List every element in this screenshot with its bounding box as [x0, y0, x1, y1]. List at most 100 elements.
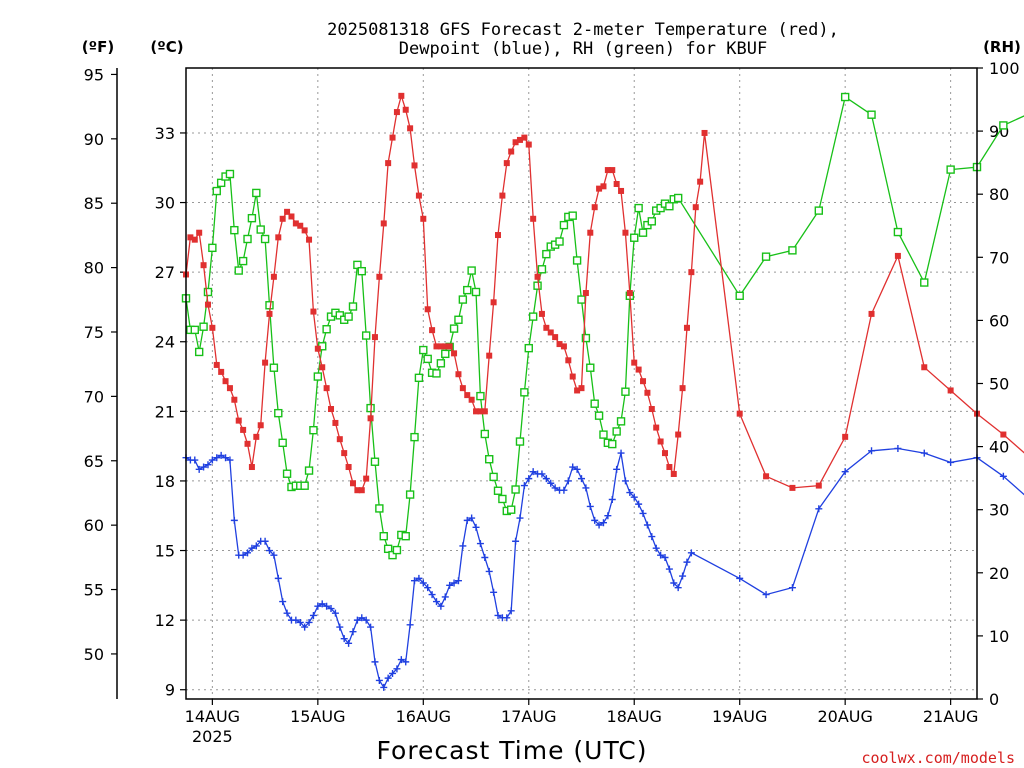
dewpoint-point: [375, 676, 383, 684]
dewpoint-point: [512, 537, 520, 545]
temperature-point: [670, 470, 677, 477]
rh-point: [735, 291, 744, 300]
dewpoint-point: [591, 516, 599, 524]
temperature-point: [411, 162, 418, 169]
dewpoint-point: [415, 574, 423, 582]
fahrenheit-tick-label: 90: [84, 130, 104, 149]
rh-tick-label: 30: [989, 501, 1009, 520]
rh-line: [185, 95, 1024, 557]
temperature-point: [459, 385, 466, 392]
dewpoint-point: [454, 577, 462, 585]
rh-point: [476, 391, 485, 401]
rh-point: [388, 550, 397, 560]
temperature-point: [591, 204, 598, 211]
temperature-point: [235, 417, 242, 424]
temperature-point: [341, 450, 348, 457]
temperature-point: [464, 392, 471, 399]
temperature-point: [736, 410, 743, 417]
fahrenheit-unit-label: (ºF): [82, 38, 114, 56]
celsius-tick-label: 30: [155, 194, 175, 213]
rh-point: [586, 363, 595, 372]
temperature-point: [455, 371, 462, 378]
dewpoint-point: [494, 611, 502, 619]
temperature-point: [398, 92, 405, 99]
dewpoint-point: [336, 623, 344, 631]
temperature-point: [640, 378, 647, 385]
rh-point: [568, 211, 577, 220]
dewpoint-point: [323, 602, 331, 610]
dewpoint-point: [393, 665, 401, 673]
rh-point: [441, 349, 450, 359]
dewpoint-point: [613, 465, 621, 473]
rh-point: [265, 301, 274, 310]
dewpoint-point: [309, 611, 317, 619]
temperature-point: [679, 385, 686, 392]
temperature-point: [222, 378, 229, 385]
rh-point: [506, 505, 516, 514]
dewpoint-point: [604, 512, 612, 520]
dewpoint-point: [621, 477, 629, 485]
rh-point: [673, 193, 683, 203]
dewpoint-point: [327, 605, 335, 613]
dewpoint-point: [345, 639, 353, 647]
dewpoint-point: [815, 505, 823, 513]
celsius-unit-label: (ºC): [150, 38, 183, 56]
rh-point: [893, 227, 903, 237]
x-tick-label: 19AUG: [712, 707, 767, 726]
chart-title-line1: 2025081318 GFS Forecast 2-meter Temperat…: [327, 20, 839, 40]
dewpoint-point: [538, 470, 546, 478]
temperature-point: [358, 487, 365, 494]
temperature-point: [437, 343, 444, 350]
temperature-point: [543, 324, 550, 331]
dewpoint-point: [270, 551, 278, 559]
temperature-point: [420, 215, 427, 222]
rh-point: [608, 439, 617, 449]
rh-point: [577, 295, 586, 304]
dewpoint-point: [371, 658, 379, 666]
temperature-point: [666, 464, 673, 471]
temperature-point: [266, 310, 273, 317]
dewpoint-point: [204, 461, 212, 469]
temperature-point: [618, 187, 625, 194]
temperature-point: [921, 364, 928, 371]
rh-point: [344, 312, 353, 321]
temperature-point: [503, 160, 510, 167]
temperature-point: [600, 183, 607, 190]
dewpoint-point: [248, 544, 256, 552]
x-tick-label: 15AUG: [290, 707, 345, 726]
celsius-tick-label: 12: [155, 611, 175, 630]
series-temperature: [183, 92, 1024, 494]
temperature-point: [213, 361, 220, 368]
dewpoint-point: [367, 623, 375, 631]
dewpoint-point: [586, 502, 594, 510]
rh-point: [493, 486, 503, 495]
rh-point: [467, 266, 476, 275]
celsius-tick-label: 33: [155, 124, 175, 143]
dewpoint-point: [542, 475, 550, 483]
temperature-point: [486, 352, 493, 359]
rh-point: [638, 228, 648, 237]
temperature-point: [534, 273, 541, 280]
rh-point: [238, 256, 248, 266]
rh-point: [867, 110, 876, 119]
dewpoint-point: [380, 683, 388, 691]
rh-tick-label: 50: [989, 375, 1009, 394]
rh-point: [234, 266, 243, 275]
temperature-point: [574, 387, 581, 394]
rh-point: [533, 281, 542, 290]
rh-point: [414, 373, 424, 383]
rh-point: [485, 455, 494, 464]
temperature-point: [657, 438, 664, 445]
temperature-point: [604, 167, 611, 174]
temperature-point: [231, 396, 238, 403]
rh-point: [946, 165, 955, 174]
rh-point: [520, 388, 529, 397]
dewpoint-point: [573, 465, 581, 473]
credit-label: coolwx.com/models: [861, 749, 1015, 767]
series-layer: [181, 92, 1024, 691]
rh-point: [313, 372, 323, 381]
dewpoint-point: [652, 544, 660, 552]
temperature-point: [244, 440, 251, 447]
dewpoint-point: [674, 584, 682, 592]
fahrenheit-tick-label: 85: [84, 194, 104, 213]
